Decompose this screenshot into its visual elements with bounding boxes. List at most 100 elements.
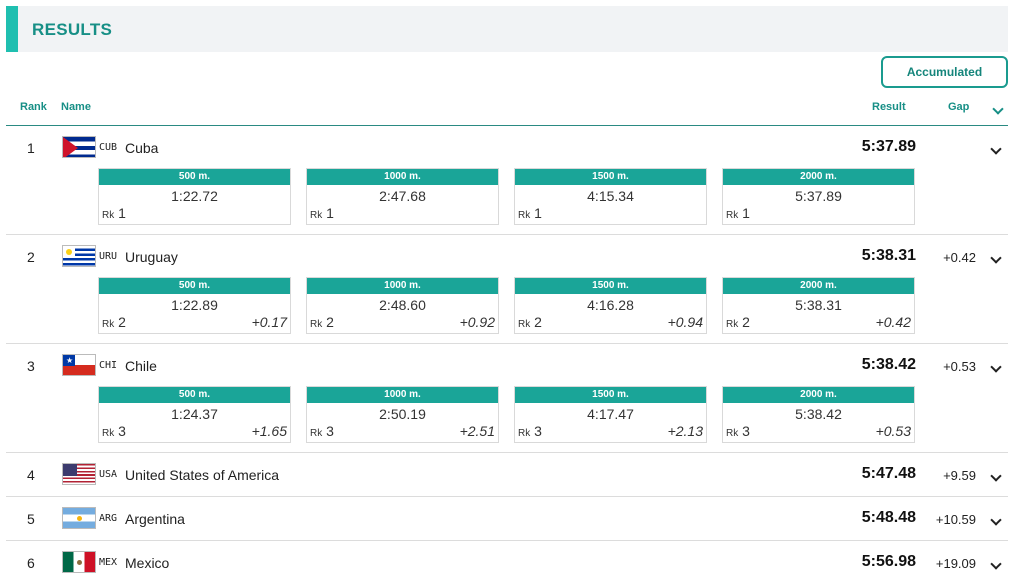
split-rank: Rk 2	[310, 314, 334, 330]
split-rank: Rk 1	[518, 205, 542, 221]
country-name: Chile	[125, 358, 157, 374]
split-time: 4:16.28	[587, 297, 634, 313]
split-gap: +0.92	[459, 314, 495, 330]
table-row[interactable]: 1 CUB Cuba 5:37.89 500 m. 1:22.72 Rk 1 1…	[6, 126, 1008, 235]
split-label: 500 m.	[99, 387, 290, 403]
split-card: 2000 m. 5:37.89 Rk 1	[722, 168, 915, 225]
row-gap: +9.59	[943, 468, 976, 483]
country-name: Mexico	[125, 555, 170, 571]
country-code: CHI	[99, 360, 118, 371]
table-row[interactable]: 6 MEX Mexico 5:56.98 +19.09	[6, 541, 1008, 585]
split-rank: Rk 1	[102, 205, 126, 221]
split-card: 500 m. 1:22.89 Rk 2 +0.17	[98, 277, 291, 334]
chevron-down-icon	[990, 361, 1002, 373]
column-header-name: Name	[61, 101, 91, 113]
row-result: 5:38.31	[861, 247, 916, 264]
row-result: 5:47.48	[861, 465, 916, 482]
accumulated-button[interactable]: Accumulated	[881, 56, 1008, 88]
split-label: 500 m.	[99, 278, 290, 294]
split-rank: Rk 2	[518, 314, 542, 330]
table-row[interactable]: 5 ARG Argentina 5:48.48 +10.59	[6, 497, 1008, 541]
split-card: 1000 m. 2:47.68 Rk 1	[306, 168, 499, 225]
country-name: Argentina	[125, 511, 185, 527]
row-rank: 2	[27, 249, 35, 265]
split-time: 4:17.47	[587, 406, 634, 422]
split-time: 2:48.60	[379, 297, 426, 313]
country-code: CUB	[99, 142, 118, 153]
country-code: USA	[99, 469, 118, 480]
split-gap: +0.53	[875, 423, 911, 439]
split-time: 2:50.19	[379, 406, 426, 422]
row-expand-toggle[interactable]	[990, 555, 1002, 573]
table-row[interactable]: 2 URU Uruguay 5:38.31 +0.42 500 m. 1:22.…	[6, 235, 1008, 344]
chevron-down-icon	[990, 143, 1002, 155]
split-time: 5:38.31	[795, 297, 842, 313]
row-gap: +10.59	[935, 512, 976, 527]
split-gap: +0.42	[875, 314, 911, 330]
row-expand-toggle[interactable]	[990, 511, 1002, 529]
table-row[interactable]: 4 USA United States of America 5:47.48 +…	[6, 453, 1008, 497]
country-code: MEX	[99, 557, 118, 568]
table-row[interactable]: 3 ★ CHI Chile 5:38.42 +0.53 500 m. 1:24.…	[6, 344, 1008, 453]
country-name: Cuba	[125, 140, 159, 156]
chevron-down-icon	[992, 103, 1004, 115]
split-time: 5:37.89	[795, 188, 842, 204]
row-result: 5:37.89	[861, 138, 916, 155]
split-card: 500 m. 1:22.72 Rk 1	[98, 168, 291, 225]
expand-all-toggle[interactable]	[992, 100, 1004, 118]
country-name: Uruguay	[125, 249, 178, 265]
chevron-down-icon	[990, 514, 1002, 526]
split-label: 1000 m.	[307, 278, 498, 294]
page-title: RESULTS	[32, 20, 113, 39]
split-rank: Rk 2	[102, 314, 126, 330]
split-label: 2000 m.	[723, 387, 914, 403]
split-time: 4:15.34	[587, 188, 634, 204]
split-time: 1:24.37	[171, 406, 218, 422]
split-gap: +0.94	[667, 314, 703, 330]
split-card: 1500 m. 4:16.28 Rk 2 +0.94	[514, 277, 707, 334]
row-rank: 3	[27, 358, 35, 374]
split-rank: Rk 1	[726, 205, 750, 221]
header-divider	[6, 125, 1008, 126]
row-divider	[6, 540, 1008, 541]
row-divider	[6, 452, 1008, 453]
split-label: 1000 m.	[307, 169, 498, 185]
split-time: 5:38.42	[795, 406, 842, 422]
row-expand-toggle[interactable]	[990, 358, 1002, 376]
flag-mexico-icon	[62, 551, 96, 573]
row-expand-toggle[interactable]	[990, 140, 1002, 158]
flag-argentina-icon	[62, 507, 96, 529]
split-time: 1:22.89	[171, 297, 218, 313]
split-label: 2000 m.	[723, 169, 914, 185]
split-label: 1500 m.	[515, 278, 706, 294]
row-gap: +0.42	[943, 250, 976, 265]
row-divider	[6, 496, 1008, 497]
split-label: 1500 m.	[515, 169, 706, 185]
chevron-down-icon	[990, 252, 1002, 264]
split-rank: Rk 3	[518, 423, 542, 439]
split-rank: Rk 3	[726, 423, 750, 439]
flag-usa-icon	[62, 463, 96, 485]
row-result: 5:38.42	[861, 356, 916, 373]
row-rank: 4	[27, 467, 35, 483]
row-gap: +19.09	[935, 556, 976, 571]
split-rank: Rk 1	[310, 205, 334, 221]
country-code: URU	[99, 251, 118, 262]
split-label: 1000 m.	[307, 387, 498, 403]
split-gap: +0.17	[251, 314, 287, 330]
country-code: ARG	[99, 513, 118, 524]
column-header-rank: Rank	[20, 101, 47, 113]
row-rank: 1	[27, 140, 35, 156]
row-result: 5:48.48	[861, 509, 916, 526]
row-expand-toggle[interactable]	[990, 467, 1002, 485]
chevron-down-icon	[990, 558, 1002, 570]
split-card: 2000 m. 5:38.42 Rk 3 +0.53	[722, 386, 915, 443]
column-header-gap: Gap	[948, 101, 970, 113]
split-card: 2000 m. 5:38.31 Rk 2 +0.42	[722, 277, 915, 334]
split-rank: Rk 2	[726, 314, 750, 330]
split-card: 500 m. 1:24.37 Rk 3 +1.65	[98, 386, 291, 443]
row-expand-toggle[interactable]	[990, 249, 1002, 267]
split-rank: Rk 3	[102, 423, 126, 439]
row-rank: 6	[27, 555, 35, 571]
split-time: 1:22.72	[171, 188, 218, 204]
